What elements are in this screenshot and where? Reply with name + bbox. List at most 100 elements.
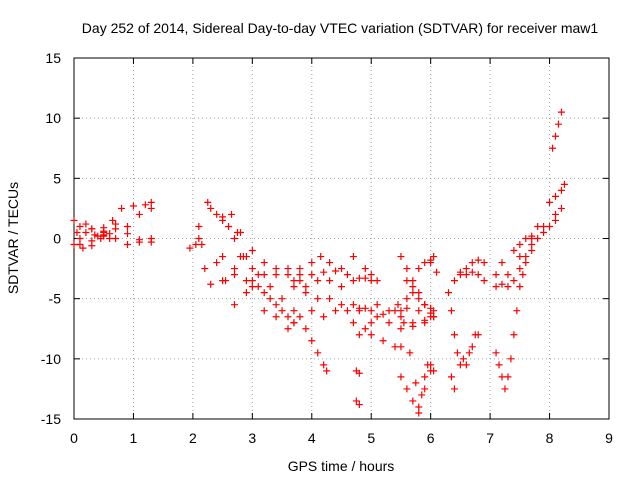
data-point xyxy=(397,325,405,333)
data-point xyxy=(272,313,280,321)
data-point xyxy=(118,204,126,212)
data-point xyxy=(355,274,363,282)
data-point xyxy=(88,225,96,233)
data-track xyxy=(213,259,298,321)
data-point xyxy=(421,259,429,267)
data-point xyxy=(391,343,399,351)
data-point xyxy=(343,271,351,279)
data-point xyxy=(367,307,375,315)
data-point xyxy=(430,307,438,315)
data-track xyxy=(492,247,536,393)
data-point xyxy=(308,271,316,279)
data-point xyxy=(450,331,458,339)
chart-title: Day 252 of 2014, Sidereal Day-to-day VTE… xyxy=(82,20,599,36)
x-tick-label: 9 xyxy=(605,430,613,446)
data-point xyxy=(284,271,292,279)
data-point xyxy=(355,369,363,377)
data-point xyxy=(355,331,363,339)
data-point xyxy=(248,265,256,273)
data-point xyxy=(510,247,518,255)
data-point xyxy=(135,210,143,218)
data-track xyxy=(427,259,441,276)
data-point xyxy=(421,301,429,309)
data-point xyxy=(415,295,423,303)
data-point xyxy=(260,307,268,315)
data-track xyxy=(498,180,568,267)
data-point xyxy=(254,283,262,291)
data-point xyxy=(534,222,542,230)
data-point xyxy=(373,301,381,309)
data-point xyxy=(112,235,120,242)
data-point xyxy=(338,265,345,273)
data-point xyxy=(430,367,438,375)
data-point xyxy=(225,222,233,230)
data-point xyxy=(109,216,117,224)
axis-ticks xyxy=(73,57,610,420)
data-point xyxy=(409,397,417,405)
data-point xyxy=(124,222,131,230)
data-point xyxy=(516,283,524,291)
data-point xyxy=(361,265,369,273)
data-point xyxy=(546,198,554,206)
data-point xyxy=(296,277,304,285)
y-tick-label: -10 xyxy=(41,351,61,367)
data-point xyxy=(397,373,405,381)
data-point xyxy=(320,313,328,321)
data-point xyxy=(492,283,500,291)
data-track xyxy=(195,222,304,315)
data-point xyxy=(498,373,506,381)
data-point xyxy=(317,253,325,261)
data-track xyxy=(397,253,438,321)
data-point xyxy=(79,244,87,252)
data-point xyxy=(248,247,256,255)
data-point xyxy=(272,265,280,273)
data-track xyxy=(308,304,435,321)
data-point xyxy=(427,313,435,321)
data-point xyxy=(367,331,375,339)
y-tick-label: 15 xyxy=(45,50,61,66)
x-tick-label: 4 xyxy=(308,430,316,446)
data-point xyxy=(207,280,215,288)
data-point xyxy=(296,265,304,273)
data-point xyxy=(106,230,114,238)
data-point xyxy=(349,319,357,327)
data-point xyxy=(528,247,536,255)
data-point xyxy=(302,283,310,291)
data-point xyxy=(474,271,482,279)
data-point xyxy=(456,268,464,276)
data-point xyxy=(204,198,212,206)
data-point xyxy=(198,241,206,249)
data-point xyxy=(332,307,340,315)
data-point xyxy=(513,307,521,315)
data-point xyxy=(236,253,244,261)
data-point xyxy=(462,265,470,273)
data-point xyxy=(231,271,238,279)
data-track xyxy=(397,367,438,411)
data-point xyxy=(554,120,562,128)
data-point xyxy=(260,289,268,297)
data-point xyxy=(450,385,458,393)
data-point xyxy=(397,343,405,351)
data-point xyxy=(385,307,393,315)
data-point xyxy=(326,259,334,267)
data-point xyxy=(338,283,345,291)
data-point xyxy=(498,280,506,288)
data-point xyxy=(272,271,280,279)
data-point xyxy=(76,235,84,242)
x-tick-label: 3 xyxy=(248,430,256,446)
data-point xyxy=(504,373,512,381)
data-point xyxy=(355,307,363,315)
data-point xyxy=(421,319,429,327)
x-tick-labels: 0 1 2 3 4 5 6 7 8 9 xyxy=(70,430,613,446)
data-point xyxy=(397,253,405,261)
data-point xyxy=(409,289,417,297)
data-point xyxy=(332,267,340,275)
data-point xyxy=(135,236,143,244)
data-point xyxy=(474,331,482,339)
data-point xyxy=(379,310,387,318)
data-point xyxy=(219,253,227,261)
data-point xyxy=(88,242,96,250)
data-point xyxy=(516,265,524,273)
data-point xyxy=(326,295,334,303)
